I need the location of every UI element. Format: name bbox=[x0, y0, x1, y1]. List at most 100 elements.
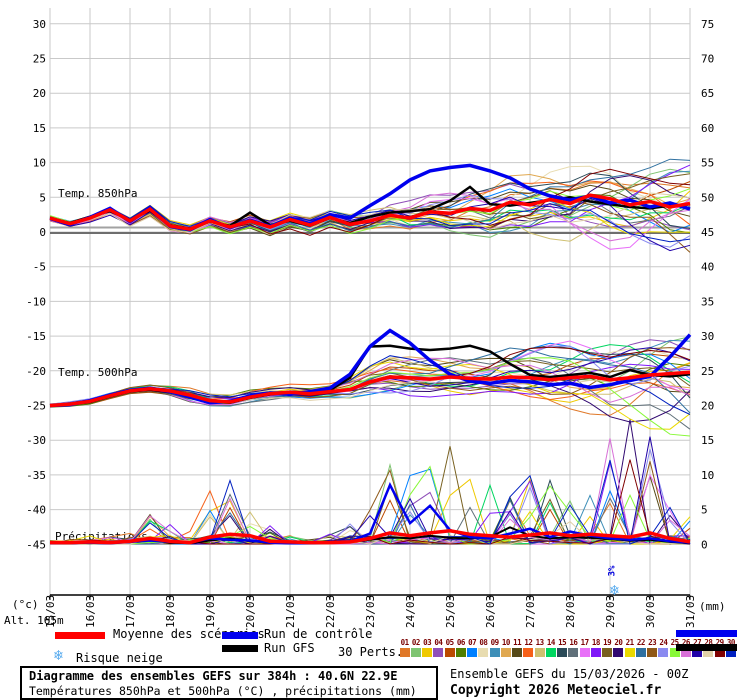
date-label: 18/03 bbox=[164, 595, 177, 628]
pert-number: 30 bbox=[726, 638, 736, 647]
left-axis-tick: -25 bbox=[26, 400, 46, 413]
right-axis-tick: 5 bbox=[701, 504, 708, 517]
pert-number: 18 bbox=[591, 638, 601, 647]
pert-color-square bbox=[455, 648, 466, 657]
pert-cell: 22 bbox=[635, 638, 646, 657]
pert-cell: 25 bbox=[669, 638, 680, 657]
pert-color-square bbox=[467, 648, 478, 657]
diagram-title: Diagramme des ensembles GEFS sur 384h : … bbox=[29, 669, 398, 683]
date-label: 23/03 bbox=[364, 595, 377, 628]
ensemble-member-500 bbox=[49, 347, 691, 406]
perts-count-label: 30 Perts. bbox=[338, 645, 404, 659]
left-axis-tick: -35 bbox=[26, 469, 46, 482]
date-label: 28/03 bbox=[564, 595, 577, 628]
left-axis-tick: -15 bbox=[26, 330, 46, 343]
pert-cell: 11 bbox=[512, 638, 523, 657]
pert-number: 26 bbox=[681, 638, 691, 647]
pert-number: 07 bbox=[468, 638, 477, 647]
snow-risk-label: Risque neige bbox=[76, 651, 163, 665]
pert-color-square bbox=[557, 648, 568, 657]
pert-color-square bbox=[680, 648, 691, 657]
right-axis-tick: 55 bbox=[701, 157, 714, 170]
mean-line-sample bbox=[55, 632, 105, 639]
pert-cell: 16 bbox=[568, 638, 579, 657]
right-axis-unit: (mm) bbox=[699, 600, 726, 613]
left-axis-tick: 30 bbox=[33, 18, 46, 31]
pert-cell: 09 bbox=[489, 638, 500, 657]
pert-cell: 30 bbox=[725, 638, 736, 657]
pert-number: 13 bbox=[535, 638, 545, 647]
right-axis-tick: 10 bbox=[701, 469, 714, 482]
pert-cell: 28 bbox=[703, 638, 714, 657]
right-axis-tick: 50 bbox=[701, 191, 714, 204]
pert-number: 23 bbox=[648, 638, 657, 647]
pert-number: 02 bbox=[411, 638, 421, 647]
pert-cell: 03 bbox=[422, 638, 433, 657]
run-info: Ensemble GEFS du 15/03/2026 - 00Z bbox=[450, 667, 689, 681]
pert-number: 14 bbox=[546, 638, 556, 647]
pert-color-square bbox=[410, 648, 421, 657]
pert-cell: 20 bbox=[613, 638, 624, 657]
date-label: 17/03 bbox=[124, 595, 137, 628]
date-label: 19/03 bbox=[204, 595, 217, 628]
right-axis-tick: 60 bbox=[701, 122, 714, 135]
pert-color-square bbox=[433, 648, 444, 657]
altitude-label: Alt. 165m bbox=[4, 614, 64, 627]
footer-title-box: Diagramme des ensembles GEFS sur 384h : … bbox=[20, 666, 438, 700]
pert-color-square bbox=[635, 648, 646, 657]
right-axis-tick: 35 bbox=[701, 295, 714, 308]
pert-cell: 27 bbox=[692, 638, 703, 657]
pert-color-square bbox=[624, 648, 635, 657]
pert-number: 27 bbox=[693, 638, 702, 647]
right-axis-tick: 30 bbox=[701, 330, 714, 343]
date-label: 21/03 bbox=[284, 595, 297, 628]
pert-cell: 29 bbox=[714, 638, 725, 657]
pert-number: 20 bbox=[614, 638, 623, 647]
ensemble-mean-500 bbox=[49, 370, 691, 408]
gfs-line-sample-right bbox=[676, 644, 737, 651]
pert-color-square bbox=[602, 648, 613, 657]
right-axis-tick: 75 bbox=[701, 18, 714, 31]
ensemble-member-850 bbox=[49, 192, 691, 233]
pert-cell: 17 bbox=[579, 638, 590, 657]
pert-color-square bbox=[579, 648, 590, 657]
pert-color-square bbox=[478, 648, 489, 657]
pert-color-square bbox=[422, 648, 433, 657]
pert-cell: 14 bbox=[545, 638, 556, 657]
pert-number: 22 bbox=[636, 638, 646, 647]
left-axis-tick: -30 bbox=[26, 434, 46, 447]
pert-color-square bbox=[714, 648, 725, 657]
pert-number: 19 bbox=[603, 638, 612, 647]
date-label: 31/03 bbox=[684, 595, 697, 628]
pert-number: 24 bbox=[659, 638, 668, 647]
pert-number: 29 bbox=[715, 638, 725, 647]
pert-cell: 04 bbox=[433, 638, 444, 657]
right-axis-tick: 25 bbox=[701, 365, 714, 378]
panel-title-500: Temp. 500hPa bbox=[58, 366, 137, 379]
date-label: 16/03 bbox=[84, 595, 97, 628]
date-label: 30/03 bbox=[644, 595, 657, 628]
pert-number: 17 bbox=[580, 638, 590, 647]
left-axis-tick: 20 bbox=[33, 87, 46, 100]
right-axis-tick: 65 bbox=[701, 87, 714, 100]
control-legend-label: Run de contrôle bbox=[264, 627, 373, 641]
pert-number: 03 bbox=[423, 638, 432, 647]
date-label: 24/03 bbox=[404, 595, 417, 628]
pert-color-square bbox=[489, 648, 500, 657]
pert-number: 12 bbox=[524, 638, 533, 647]
pert-cell: 18 bbox=[590, 638, 601, 657]
date-label: 26/03 bbox=[484, 595, 497, 628]
pert-color-square bbox=[399, 648, 410, 657]
right-axis-tick: 40 bbox=[701, 261, 714, 274]
snow-risk-icon: ❄ bbox=[54, 646, 64, 664]
pert-cell: 07 bbox=[467, 638, 478, 657]
date-label: 29/03 bbox=[604, 595, 617, 628]
left-axis-tick: 10 bbox=[33, 157, 46, 170]
gfs-legend-label: Run GFS bbox=[264, 641, 315, 655]
left-axis-tick: 5 bbox=[39, 191, 46, 204]
snow-probability-label: 3% bbox=[607, 565, 618, 577]
copyright: Copyright 2026 Meteociel.fr bbox=[450, 683, 662, 698]
pert-number: 04 bbox=[434, 638, 443, 647]
pert-number: 05 bbox=[445, 638, 455, 647]
